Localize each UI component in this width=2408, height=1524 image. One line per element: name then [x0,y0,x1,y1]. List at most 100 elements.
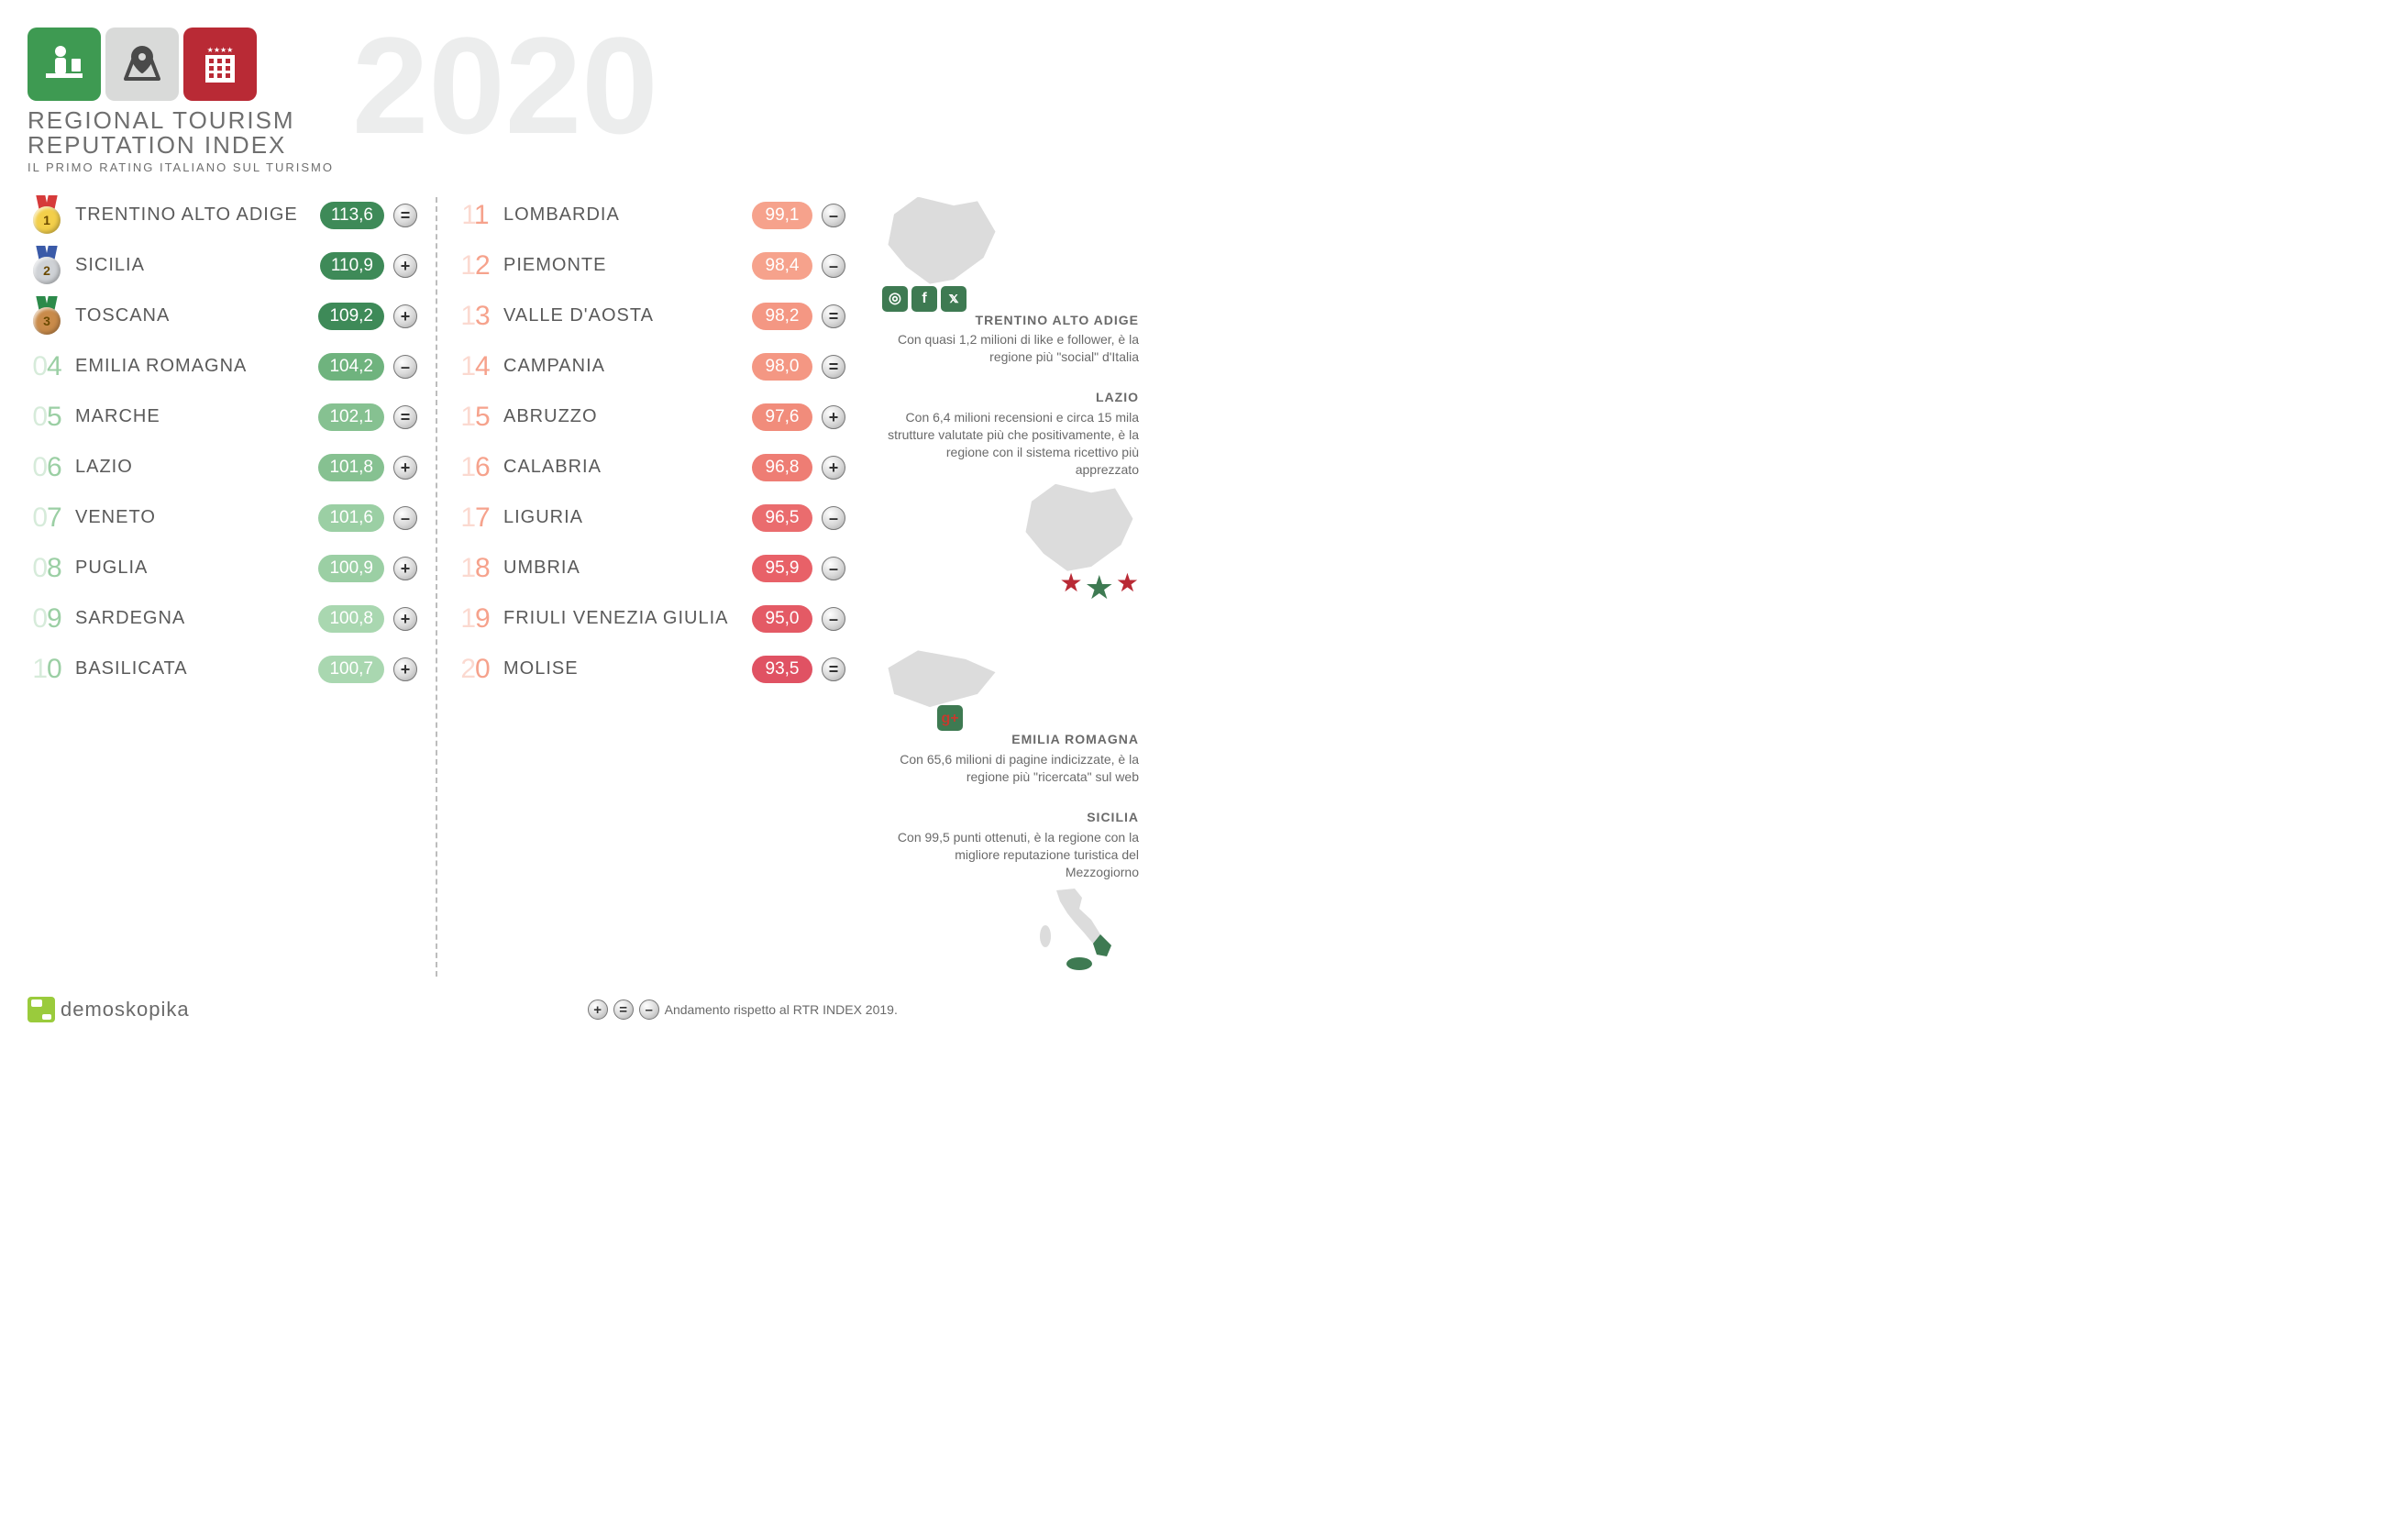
twitter-icon: 𝕩 [941,286,967,312]
region-name: BASILICATA [75,658,309,679]
brand: demoskopika [28,997,190,1022]
rank-number: 20 [460,654,489,685]
trend-icon: + [393,304,417,328]
region-name: CALABRIA [503,457,743,478]
region-name: ABRUZZO [503,406,743,427]
trend-icon: = [822,304,845,328]
region-name: VALLE D'AOSTA [503,305,743,326]
side-emilia-body: Con 65,6 milioni di pagine indicizzate, … [882,751,1139,786]
ranking-row: 10 BASILICATA 100,7 + [28,651,417,688]
region-name: UMBRIA [503,558,743,579]
region-name: LOMBARDIA [503,204,743,226]
rank-number: 07 [32,502,61,534]
region-name: CAMPANIA [503,356,743,377]
score-pill: 100,9 [318,555,384,582]
ranking-row: 18 UMBRIA 95,9 – [456,550,845,587]
trend-icon: – [822,557,845,580]
logo-block: ★★★★ REGIONAL TOURISM REPUTATION INDEX I… [28,28,334,174]
star-icon: ★ [1116,566,1139,611]
ranking-row: 16 CALABRIA 96,8 + [456,449,845,486]
trend-icon: = [393,204,417,227]
ranking-row: 09 SARDEGNA 100,8 + [28,601,417,637]
score-pill: 109,2 [318,303,384,330]
star-icon: ★ [1085,566,1114,611]
year-big: 2020 [352,28,658,145]
equal-icon: = [613,999,634,1020]
map-italy-icon [1029,881,1139,973]
score-pill: 113,6 [320,202,384,229]
map-pin-icon [105,28,179,101]
rank-number: 04 [32,351,61,382]
score-pill: 100,7 [318,656,384,683]
score-pill: 98,0 [752,353,812,381]
region-name: SARDEGNA [75,608,309,629]
map-trentino-icon [882,197,1001,284]
ranking-row: 2 SICILIA 110,9 + [28,248,417,284]
score-pill: 98,4 [752,252,812,280]
side-trentino-body: Con quasi 1,2 milioni di like e follower… [882,331,1139,366]
side-lazio-body: Con 6,4 milioni recensioni e circa 15 mi… [882,409,1139,479]
side-sicilia-body: Con 99,5 punti ottenuti, è la regione co… [882,829,1139,881]
brand-icon [28,997,55,1022]
region-name: PIEMONTE [503,255,743,276]
side-panel: ◎ f 𝕩 TRENTINO ALTO ADIGE Con quasi 1,2 … [882,197,1139,977]
region-name: LAZIO [75,457,309,478]
score-pill: 95,9 [752,555,812,582]
side-trentino-title: TRENTINO ALTO ADIGE [882,312,1139,329]
ranking-row: 06 LAZIO 101,8 + [28,449,417,486]
legend: + = – Andamento rispetto al RTR INDEX 20… [588,999,898,1020]
map-lazio-icon [1020,484,1139,571]
trend-icon: + [393,557,417,580]
hotel-icon: ★★★★ [183,28,257,101]
ranking-row: 14 CAMPANIA 98,0 = [456,348,845,385]
ranking-row: 11 LOMBARDIA 99,1 – [456,197,845,234]
ranking-row: 15 ABRUZZO 97,6 + [456,399,845,436]
rank-number: 12 [460,250,489,282]
region-name: PUGLIA [75,558,309,579]
trend-icon: + [393,254,417,278]
score-pill: 102,1 [318,403,384,431]
header-icon-row: ★★★★ [28,28,334,101]
medal-3-icon: 3 [29,296,64,337]
main-subtitle: IL PRIMO RATING ITALIANO SUL TURISMO [28,160,334,174]
main: 1 TRENTINO ALTO ADIGE 113,6 = 2 SICILIA … [28,197,1210,977]
main-title-line2: REPUTATION INDEX [28,133,334,158]
trend-icon: – [822,254,845,278]
main-title-line1: REGIONAL TOURISM [28,108,334,133]
rank-number: 10 [32,654,61,685]
rank-number: 14 [460,351,489,382]
region-name: SICILIA [75,255,311,276]
score-pill: 96,5 [752,504,812,532]
score-pill: 98,2 [752,303,812,330]
medal-1-icon: 1 [29,195,64,236]
ranking-row: 12 PIEMONTE 98,4 – [456,248,845,284]
region-name: TRENTINO ALTO ADIGE [75,204,311,226]
instagram-icon: ◎ [882,286,908,312]
rank-number: 17 [460,502,489,534]
trend-icon: – [822,607,845,631]
region-name: TOSCANA [75,305,309,326]
score-pill: 95,0 [752,605,812,633]
ranking-row: 07 VENETO 101,6 – [28,500,417,536]
side-lazio-title: LAZIO [882,389,1139,406]
score-pill: 100,8 [318,605,384,633]
trend-icon: = [822,657,845,681]
score-pill: 104,2 [318,353,384,381]
trend-icon: – [822,506,845,530]
ranking-row: 1 TRENTINO ALTO ADIGE 113,6 = [28,197,417,234]
rank-number: 09 [32,603,61,635]
score-pill: 96,8 [752,454,812,481]
rank-number: 13 [460,301,489,332]
rank-number: 08 [32,553,61,584]
trend-icon: + [393,657,417,681]
score-pill: 93,5 [752,656,812,683]
side-sicilia: SICILIA Con 99,5 punti ottenuti, è la re… [882,809,1139,977]
svg-text:★★★★: ★★★★ [207,46,234,54]
ranking-row: 04 EMILIA ROMAGNA 104,2 – [28,348,417,385]
trend-icon: – [822,204,845,227]
ranking-row: 08 PUGLIA 100,9 + [28,550,417,587]
ranking-row: 20 MOLISE 93,5 = [456,651,845,688]
facebook-icon: f [911,286,937,312]
region-name: MARCHE [75,406,309,427]
side-lazio: LAZIO Con 6,4 milioni recensioni e circa… [882,389,1139,610]
